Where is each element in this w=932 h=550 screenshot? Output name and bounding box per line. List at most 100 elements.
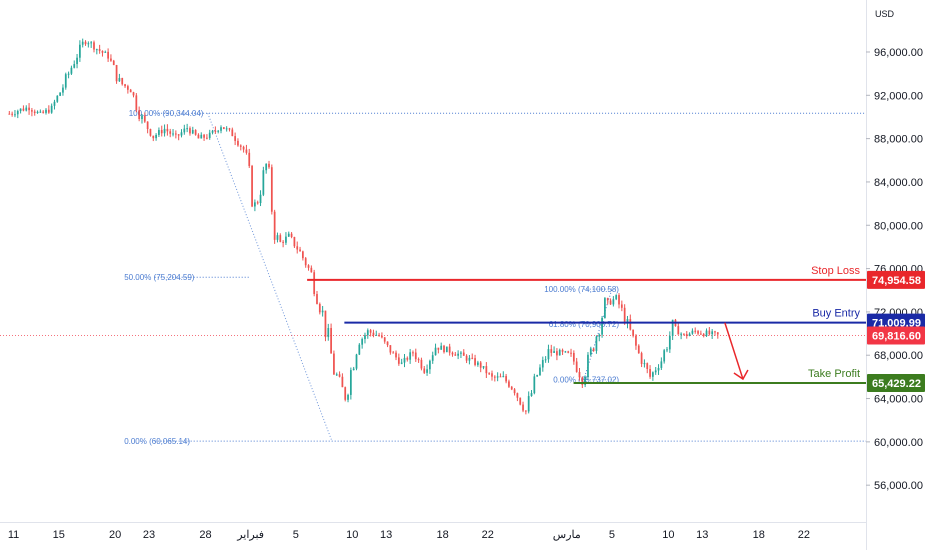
y-tick-label: 68,000.00: [874, 350, 923, 362]
candle-body: [400, 362, 403, 364]
price-axis[interactable]: 56,000.0060,000.0064,000.0068,000.0072,0…: [866, 47, 923, 492]
candle-body: [558, 349, 561, 356]
time-axis[interactable]: 11 15 20 23 28 فبراير 5 10 13 18 22 مارس 5 10 13 18 22: [8, 529, 810, 541]
candle-body: [553, 351, 555, 353]
candle-body: [429, 360, 431, 370]
fib-small-label: 61.80% (70,903.72): [549, 320, 620, 329]
fib-retracement-large[interactable]: 100.00% (90,344.04) 50.00% (75,204.59) 0.0…: [124, 109, 866, 446]
candle-body: [570, 352, 572, 354]
candle-body: [234, 136, 237, 141]
x-tick-label: 22: [798, 529, 810, 541]
candle-body: [381, 335, 383, 338]
candle-body: [423, 368, 426, 373]
y-tick-label: 92,000.00: [874, 90, 923, 102]
candle-body: [299, 249, 301, 252]
candle-body: [301, 251, 304, 259]
candle-body: [361, 339, 364, 345]
candle-body: [544, 359, 547, 361]
candle-body: [200, 134, 203, 139]
candle-body: [50, 105, 53, 113]
candle-body: [197, 134, 200, 139]
candle-body: [293, 236, 296, 247]
x-tick-label: 20: [109, 529, 121, 541]
projection-arrow[interactable]: [724, 322, 749, 381]
candle-body: [87, 43, 90, 45]
candle-body: [287, 233, 290, 237]
candle-body: [564, 351, 567, 353]
candle-body: [296, 246, 299, 250]
candle-body: [67, 73, 70, 75]
candle-body: [101, 50, 104, 53]
candle-body: [508, 381, 510, 387]
candle-body: [115, 65, 118, 82]
candle-body: [688, 333, 691, 337]
candle-body: [505, 376, 507, 382]
candle-body: [349, 370, 352, 395]
level-label: Take Profit: [808, 368, 860, 380]
candle-body: [445, 346, 448, 353]
candle-body: [282, 241, 284, 243]
candle-body: [208, 132, 211, 138]
candle-body: [513, 389, 516, 394]
candle-body: [479, 362, 482, 368]
candle-body: [434, 347, 437, 356]
candle-body: [524, 410, 527, 412]
candle-body: [333, 353, 335, 375]
x-tick-label: 23: [143, 529, 155, 541]
candle-body: [321, 310, 324, 313]
candle-body: [519, 397, 522, 405]
candle-body: [443, 345, 445, 353]
candle-body: [683, 333, 685, 335]
candle-body: [347, 394, 349, 400]
candle-body: [372, 332, 375, 336]
candle-body: [104, 51, 107, 53]
candle-body: [33, 111, 36, 114]
candle-body: [567, 351, 570, 353]
candle-body: [632, 329, 635, 336]
candle-body: [640, 353, 643, 364]
candle-body: [39, 111, 42, 113]
candle-body: [536, 375, 539, 377]
candle-body: [592, 348, 595, 351]
candle-body: [318, 303, 321, 313]
candle-body: [671, 319, 674, 336]
candle-body: [654, 370, 657, 373]
candle-body: [25, 107, 28, 111]
candle-body: [327, 328, 330, 338]
x-tick-label: 5: [609, 529, 615, 541]
candle-body: [397, 357, 400, 364]
candle-body: [708, 330, 711, 335]
candle-body: [578, 371, 581, 378]
candle-body: [516, 393, 519, 398]
candle-body: [668, 335, 671, 350]
x-tick-label: 10: [662, 529, 674, 541]
candle-body: [383, 337, 386, 342]
candle-body: [680, 333, 682, 335]
y-tick-label: 56,000.00: [874, 480, 923, 492]
candle-body: [19, 108, 22, 112]
fib-large-label: 100.00% (90,344.04): [129, 109, 204, 118]
candle-body: [237, 140, 239, 146]
x-tick-label: فبراير: [236, 529, 264, 541]
candle-body: [496, 376, 499, 378]
candle-body: [609, 300, 612, 305]
candle-body: [304, 258, 307, 266]
candle-body: [581, 377, 584, 385]
candle-body: [488, 373, 491, 375]
candle-body: [313, 272, 316, 295]
trade-levels[interactable]: Stop Loss Buy Entry Take Profit: [307, 265, 866, 385]
level-badge-bg: [867, 270, 925, 289]
y-tick-label: 84,000.00: [874, 177, 923, 189]
candle-body: [530, 393, 533, 397]
candle-body: [256, 202, 259, 204]
fib-large-label: 0.00% (60,065.14): [124, 437, 190, 446]
candle-body: [112, 60, 115, 66]
candle-body: [615, 295, 618, 300]
candle-body: [251, 165, 253, 207]
candle-body: [146, 121, 149, 130]
candle-body: [344, 387, 347, 400]
y-tick-label: 88,000.00: [874, 134, 923, 146]
candle-body: [107, 51, 109, 59]
candle-body: [163, 128, 166, 134]
